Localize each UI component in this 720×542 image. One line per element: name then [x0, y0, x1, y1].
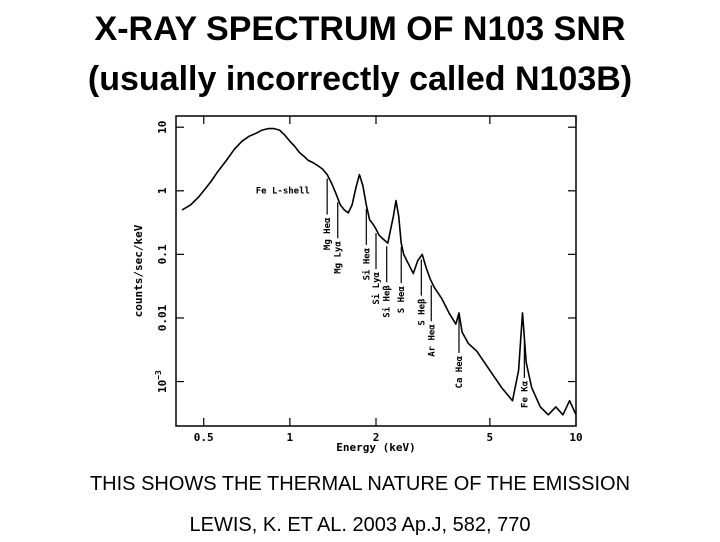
y-tick-label: 10−3 [154, 370, 169, 393]
y-tick-exponent: −3 [154, 370, 163, 380]
x-tick-label: 5 [487, 431, 494, 444]
line-label: S Heα [397, 286, 407, 314]
line-label: Mg Heα [323, 217, 333, 250]
x-tick-label: 0.5 [194, 431, 214, 444]
title-line-2: (usually incorrectly called N103B) [87, 60, 633, 98]
x-tick-label: 10 [569, 431, 582, 444]
citation: LEWIS, K. ET AL. 2003 Ap.J, 582, 770 [189, 514, 531, 536]
y-tick-label: 1 [156, 187, 169, 194]
y-tick-label: 0.1 [156, 244, 169, 264]
x-ticks: 0.5 1 2 5 10 [194, 116, 583, 444]
line-label: S Heβ [417, 299, 427, 326]
caption: THIS SHOWS THE THERMAL NATURE OF THE EMI… [89, 473, 631, 495]
title-line-1: X-RAY SPECTRUM OF N103 SNR [94, 10, 626, 48]
line-label: Si Heβ [382, 285, 393, 318]
line-label: Si Lyα [371, 271, 382, 304]
y-tick-label-text: 0.01 [156, 304, 169, 331]
line-label: Ca Heα [455, 355, 465, 388]
y-tick-label-text: 10 [156, 121, 169, 134]
line-label: Ar Heα [427, 324, 437, 357]
y-axis-label: counts/sec/keV [132, 224, 145, 317]
line-label: Mg Lyα [334, 241, 344, 274]
x-tick-label: 2 [373, 431, 380, 444]
line-label: Si Heα [361, 247, 372, 280]
y-tick-label: 10 [156, 121, 169, 134]
y-tick-label: 0.01 [156, 304, 169, 331]
fe-l-shell-label: Fe L-shell [256, 187, 310, 197]
line-markers [326, 178, 525, 378]
y-tick-label-text: 0.1 [156, 244, 169, 264]
line-label: Fe Kα [520, 380, 530, 408]
slide-title: X-RAY SPECTRUM OF N103 SNR (usually inco… [0, 4, 720, 104]
spectrum-line [181, 127, 577, 416]
y-tick-label-text: 10 [156, 380, 169, 393]
x-tick-label: 1 [287, 431, 294, 444]
y-tick-label-text: 1 [156, 187, 169, 194]
x-axis-label: Energy (keV) [336, 441, 415, 454]
